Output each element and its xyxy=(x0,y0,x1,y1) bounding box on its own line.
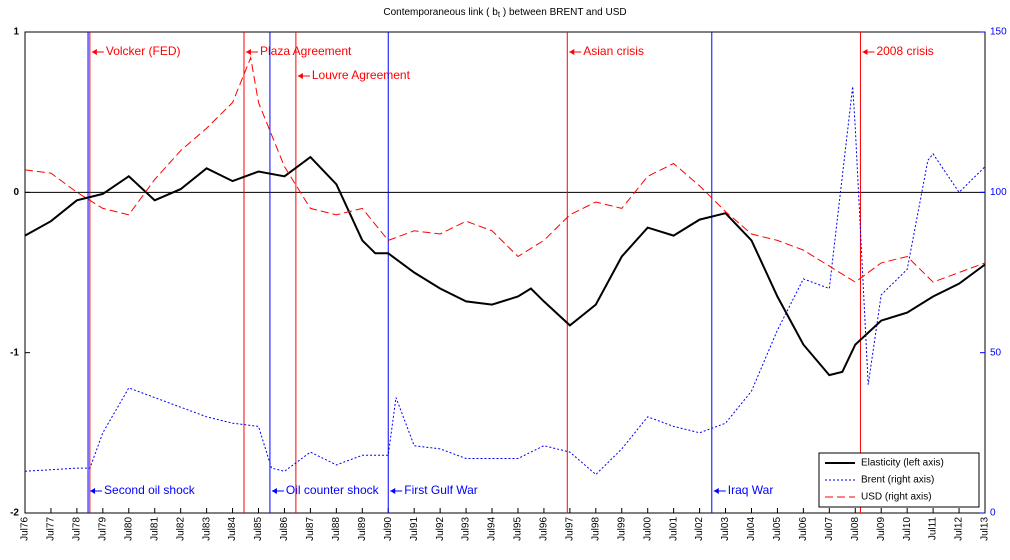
x-tick-label: Jul11 xyxy=(928,517,939,541)
x-tick-label: Jul87 xyxy=(305,517,316,541)
x-tick-label: Jul86 xyxy=(279,517,290,541)
plot-frame xyxy=(24,31,986,514)
x-tick-label: Jul98 xyxy=(590,517,601,541)
x-tick-label: Jul10 xyxy=(902,517,913,541)
x-tick-label: Jul97 xyxy=(565,517,576,541)
event-arrowhead xyxy=(569,49,575,55)
event-arrowhead xyxy=(297,73,303,79)
x-tick-label: Jul02 xyxy=(694,517,705,541)
event-label: First Gulf War xyxy=(404,483,478,497)
x-tick-label: Jul81 xyxy=(149,517,160,541)
x-tick-label: Jul04 xyxy=(746,517,757,541)
x-tick-label: Jul90 xyxy=(383,517,394,541)
legend-label: Brent (right axis) xyxy=(861,475,934,486)
y2-tick-label: 50 xyxy=(990,347,1002,358)
series-line xyxy=(24,55,986,283)
x-tick-label: Jul94 xyxy=(487,517,498,541)
x-tick-label: Jul03 xyxy=(720,517,731,541)
x-tick-label: Jul76 xyxy=(20,517,31,541)
x-tick-label: Jul05 xyxy=(772,517,783,541)
x-tick-label: Jul84 xyxy=(227,517,238,541)
event-label: 2008 crisis xyxy=(876,44,933,58)
event-arrowhead xyxy=(245,49,251,55)
x-tick-label: Jul95 xyxy=(513,517,524,541)
event-label: Louvre Agreement xyxy=(312,68,411,82)
event-label: Asian crisis xyxy=(583,44,644,58)
x-tick-label: Jul96 xyxy=(539,517,550,541)
x-tick-label: Jul78 xyxy=(72,517,83,541)
chart-title: Contemporaneous link ( bt ) between BREN… xyxy=(383,7,626,19)
event-arrowhead xyxy=(713,488,719,494)
y2-tick-label: 100 xyxy=(990,187,1007,198)
y-tick-label: -2 xyxy=(10,508,19,519)
title-part: Contemporaneous link ( b xyxy=(383,7,498,18)
event-label: Oil counter shock xyxy=(286,483,380,497)
title-subscript: t xyxy=(498,10,501,19)
x-tick-label: Jul99 xyxy=(616,517,627,541)
y-tick-label: -1 xyxy=(10,347,19,358)
title-part: ) between BRENT and USD xyxy=(500,7,627,18)
event-label: Plaza Agreement xyxy=(260,44,352,58)
event-arrowhead xyxy=(91,49,97,55)
event-arrowhead xyxy=(390,488,396,494)
x-tick-label: Jul93 xyxy=(461,517,472,541)
x-tick-label: Jul01 xyxy=(668,517,679,541)
x-tick-label: Jul80 xyxy=(123,517,134,541)
event-arrowhead xyxy=(862,49,868,55)
x-tick-label: Jul82 xyxy=(175,517,186,541)
x-tick-label: Jul06 xyxy=(798,517,809,541)
event-arrowhead xyxy=(90,488,96,494)
x-tick-label: Jul85 xyxy=(253,517,264,541)
x-tick-label: Jul08 xyxy=(850,517,861,541)
x-tick-label: Jul77 xyxy=(46,517,57,541)
y-tick-label: 1 xyxy=(13,27,19,38)
x-tick-label: Jul07 xyxy=(824,517,835,541)
legend-label: Elasticity (left axis) xyxy=(861,458,944,469)
legend-label: USD (right axis) xyxy=(861,492,932,503)
y2-tick-label: 0 xyxy=(990,508,996,519)
x-tick-label: Jul12 xyxy=(954,517,965,541)
x-tick-label: Jul92 xyxy=(435,517,446,541)
event-label: Iraq War xyxy=(728,483,774,497)
x-tick-label: Jul13 xyxy=(980,517,991,541)
x-tick-label: Jul91 xyxy=(409,517,420,541)
y2-tick-label: 150 xyxy=(990,27,1007,38)
series-line xyxy=(24,86,986,476)
y-tick-label: 0 xyxy=(13,187,19,198)
x-tick-label: Jul89 xyxy=(357,517,368,541)
x-tick-label: Jul83 xyxy=(201,517,212,541)
event-label: Second oil shock xyxy=(104,483,196,497)
event-arrowhead xyxy=(271,488,277,494)
event-label: Volcker (FED) xyxy=(106,44,181,58)
x-tick-label: Jul00 xyxy=(642,517,653,541)
series-line xyxy=(24,155,986,377)
x-tick-label: Jul88 xyxy=(331,517,342,541)
x-tick-label: Jul09 xyxy=(876,517,887,541)
x-tick-label: Jul79 xyxy=(97,517,108,541)
